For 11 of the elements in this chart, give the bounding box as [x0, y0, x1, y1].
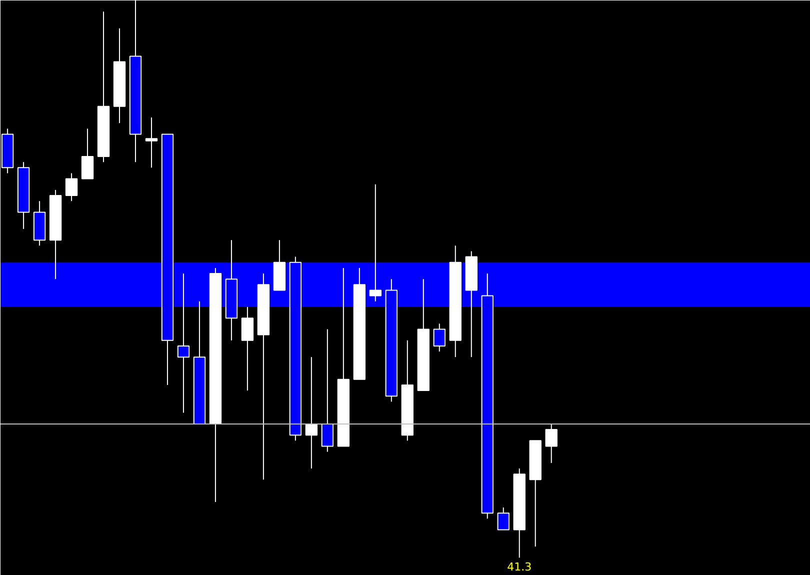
candlestick	[545, 423, 558, 464]
text: 41.3	[507, 560, 532, 574]
candlestick	[433, 323, 446, 352]
candlestick	[305, 356, 318, 470]
candlestick	[369, 184, 382, 302]
candlestick	[145, 117, 158, 168]
candlestick	[241, 306, 254, 392]
candlestick	[321, 328, 334, 452]
candlestick	[497, 507, 510, 530]
candlestick	[81, 128, 94, 180]
candlestick	[65, 172, 78, 202]
